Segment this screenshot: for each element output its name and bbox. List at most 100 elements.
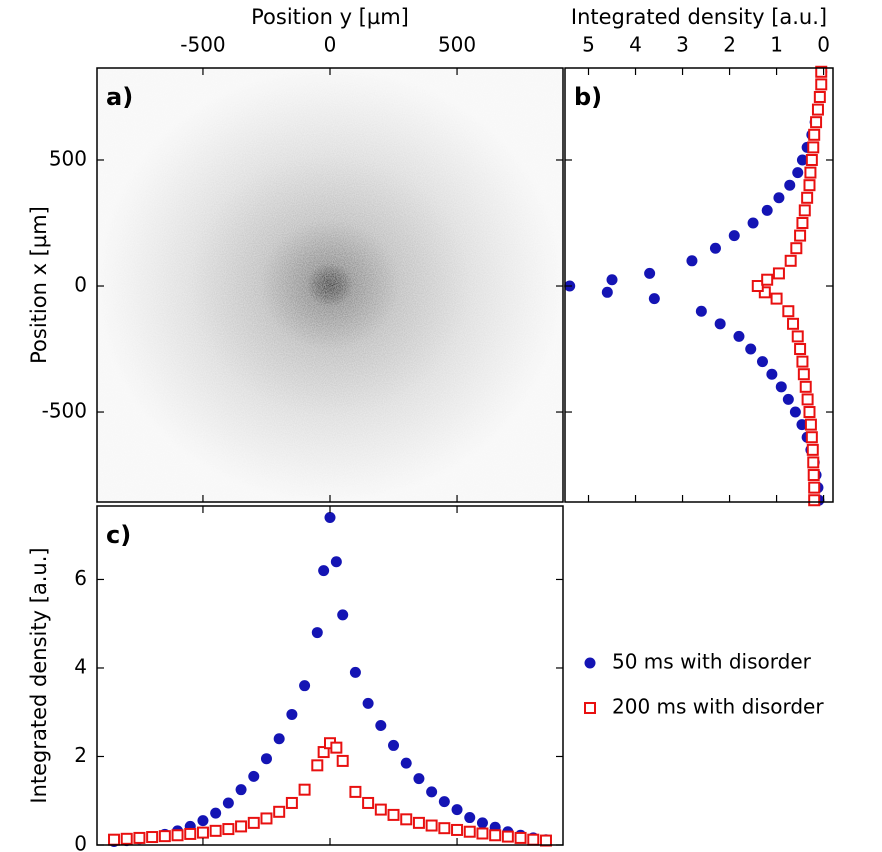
square-marker (158, 830, 171, 843)
panel-label: c) (106, 521, 131, 549)
square-marker (796, 217, 809, 229)
circle-marker (235, 784, 247, 796)
x-tick-label: 0 (324, 33, 337, 57)
square-marker (400, 813, 413, 826)
legend-label: 200 ms with disorder (612, 695, 824, 719)
square-marker (787, 317, 800, 330)
square-marker (438, 822, 451, 835)
square-marker (374, 803, 387, 816)
square-marker (758, 286, 771, 299)
square-marker (790, 242, 803, 255)
square-marker (285, 796, 298, 809)
x-tick-label: 500 (438, 33, 476, 57)
y-tick-label: 0 (74, 832, 87, 852)
square-marker (171, 829, 184, 842)
square-marker (806, 443, 819, 456)
circle-marker (796, 419, 808, 431)
panel-frame (96, 505, 564, 846)
x-tick-label: 1 (770, 33, 783, 57)
y-axis-label: Integrated density [a.u.] (27, 547, 51, 803)
square-marker (425, 819, 438, 832)
legend-marker (584, 657, 596, 669)
square-marker (815, 65, 828, 78)
square-marker (489, 829, 502, 842)
square-marker (108, 833, 121, 846)
square-marker (298, 783, 311, 796)
square-marker (794, 229, 807, 242)
panel-label: a) (106, 83, 133, 111)
circle-marker (222, 797, 234, 809)
circle-marker (311, 627, 323, 639)
square-marker (120, 832, 133, 845)
circle-marker (728, 230, 740, 242)
x-tick-label: -500 (180, 33, 225, 57)
circle-marker (756, 356, 768, 368)
square-marker (772, 267, 785, 280)
square-marker (412, 816, 425, 829)
circle-marker (792, 167, 804, 179)
circle-marker (413, 773, 425, 785)
circle-marker (714, 318, 726, 330)
square-marker (222, 823, 235, 836)
circle-marker (784, 179, 796, 191)
circle-marker (464, 812, 476, 824)
square-marker (813, 90, 826, 103)
x-axis-label: Position y [µm] (251, 5, 409, 29)
square-marker (514, 831, 527, 844)
square-marker (751, 280, 764, 293)
square-marker (784, 254, 797, 267)
square-marker (801, 393, 814, 406)
square-marker (761, 273, 774, 286)
circle-marker (476, 817, 488, 829)
y-tick-label: 2 (74, 743, 87, 767)
x-tick-label: 3 (676, 33, 689, 57)
x-tick-label: 5 (582, 33, 595, 57)
circle-marker (648, 293, 660, 305)
y-tick-label: 4 (74, 654, 87, 678)
square-marker (463, 825, 476, 838)
circle-marker (210, 807, 222, 819)
x-axis-label: Integrated density [a.u.] (571, 5, 827, 29)
circle-marker (709, 242, 721, 254)
square-marker (807, 469, 820, 482)
circle-marker (426, 786, 438, 798)
circle-marker (686, 255, 698, 267)
circle-marker (400, 757, 412, 769)
circle-marker (766, 368, 778, 380)
square-marker (797, 368, 810, 381)
square-marker (804, 418, 817, 431)
density-cloud (97, 68, 563, 502)
square-marker (260, 812, 273, 825)
x-tick-label: 0 (817, 33, 830, 57)
square-marker (387, 808, 400, 821)
square-marker (476, 827, 489, 840)
square-marker (336, 754, 349, 767)
square-marker (273, 805, 286, 818)
square-marker (770, 292, 783, 305)
square-marker (803, 179, 816, 192)
panel-label: b) (574, 83, 602, 111)
square-marker (349, 785, 362, 798)
circle-marker (789, 406, 801, 418)
square-marker (815, 78, 828, 91)
square-marker (782, 305, 795, 318)
square-marker (791, 330, 804, 343)
circle-marker (601, 286, 613, 298)
square-marker (805, 431, 818, 444)
circle-marker (747, 217, 759, 229)
circle-marker (318, 565, 330, 577)
square-marker (801, 191, 814, 204)
square-marker (808, 494, 821, 507)
x-tick-label: 2 (723, 33, 736, 57)
circle-marker (197, 815, 209, 827)
circle-marker (733, 330, 745, 342)
circle-marker (286, 708, 298, 720)
square-marker (133, 831, 146, 844)
circle-marker (644, 267, 656, 279)
square-marker (794, 343, 807, 356)
square-marker (796, 355, 809, 368)
square-marker (235, 820, 248, 833)
square-marker (196, 826, 209, 839)
square-marker (362, 796, 375, 809)
